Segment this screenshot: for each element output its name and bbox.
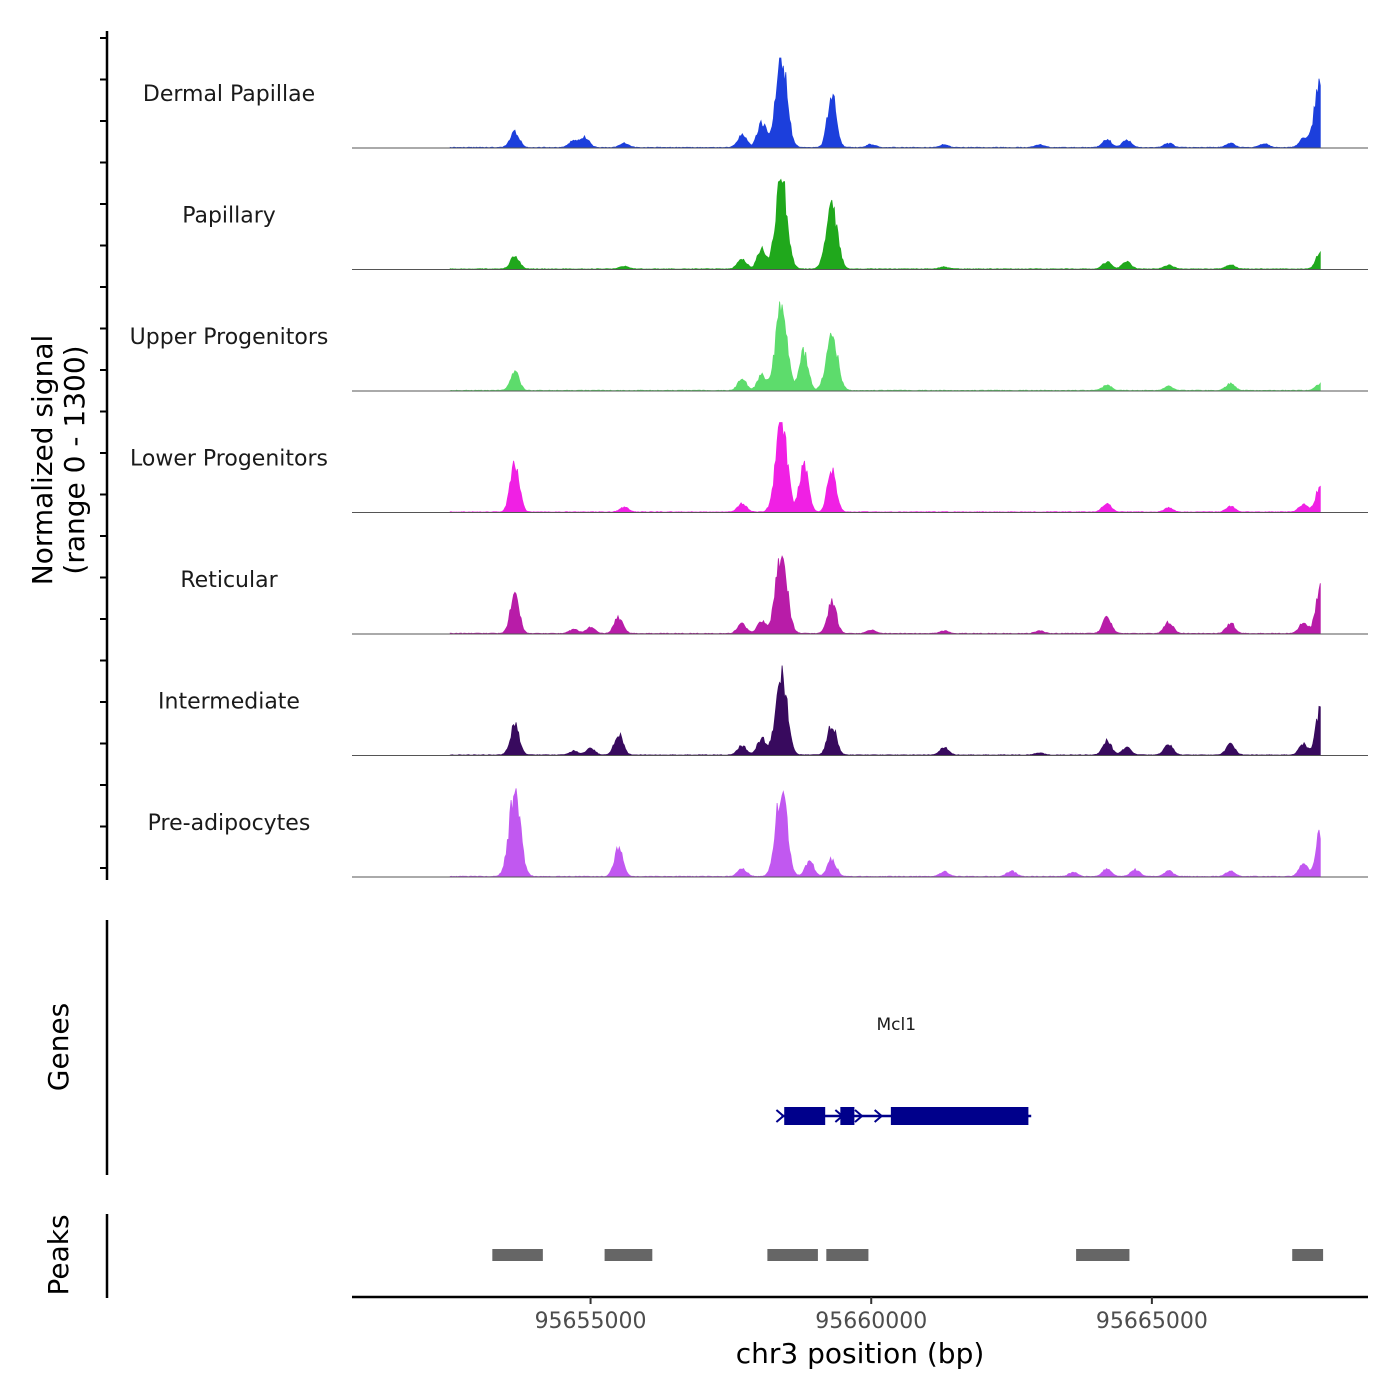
signal-y-axis-range: (range 0 - 1300) [58, 345, 91, 574]
track-label: Upper Progenitors [130, 325, 329, 350]
track-dermal-papillae: Dermal Papillae [143, 57, 1368, 149]
track-label: Intermediate [158, 690, 300, 715]
genes-panel-title: Genes [42, 1003, 75, 1091]
track-label: Pre-adipocytes [148, 811, 311, 836]
track-papillary: Papillary [182, 178, 1368, 270]
gene-exon [840, 1107, 855, 1125]
x-tick-label: 95655000 [535, 1309, 647, 1334]
track-reticular: Reticular [180, 555, 1368, 635]
coverage-area [449, 665, 1321, 756]
x-axis-title: chr3 position (bp) [736, 1337, 985, 1370]
peak-region [1292, 1249, 1324, 1261]
track-pre-adipocytes: Pre-adipocytes [148, 788, 1368, 878]
gene-track: Mcl1 [775, 1015, 1032, 1125]
track-label: Dermal Papillae [143, 82, 315, 107]
peak-track [492, 1249, 1324, 1261]
coverage-area [449, 555, 1321, 635]
track-lower-progenitors: Lower Progenitors [130, 422, 1368, 513]
x-tick-label: 95665000 [1096, 1309, 1208, 1334]
coverage-area [449, 57, 1321, 149]
gene-exon [784, 1107, 826, 1125]
peak-region [1076, 1249, 1130, 1261]
gene-label: Mcl1 [877, 1015, 917, 1035]
peaks-panel-title: Peaks [42, 1214, 75, 1295]
track-label: Reticular [180, 568, 278, 593]
x-axis-ticks: 95655000 95660000 95665000 [535, 1297, 1208, 1334]
strand-arrow [873, 1109, 884, 1123]
track-label: Lower Progenitors [130, 447, 328, 472]
strand-arrow [854, 1109, 864, 1123]
signal-y-axis-ticks [100, 37, 107, 869]
strand-arrow [775, 1109, 785, 1123]
track-label: Papillary [182, 204, 276, 229]
gene-exon [890, 1107, 1029, 1125]
peak-region [492, 1249, 543, 1261]
peak-region [826, 1249, 869, 1261]
coverage-tracks: Dermal Papillae Papillary Upper Progenitor… [130, 57, 1368, 878]
x-tick-label: 95660000 [815, 1309, 927, 1334]
peak-region [767, 1249, 818, 1261]
track-intermediate: Intermediate [158, 665, 1368, 756]
signal-y-axis-title: Normalized signal [26, 335, 59, 586]
peak-region [604, 1249, 653, 1261]
track-upper-progenitors: Upper Progenitors [130, 301, 1368, 392]
